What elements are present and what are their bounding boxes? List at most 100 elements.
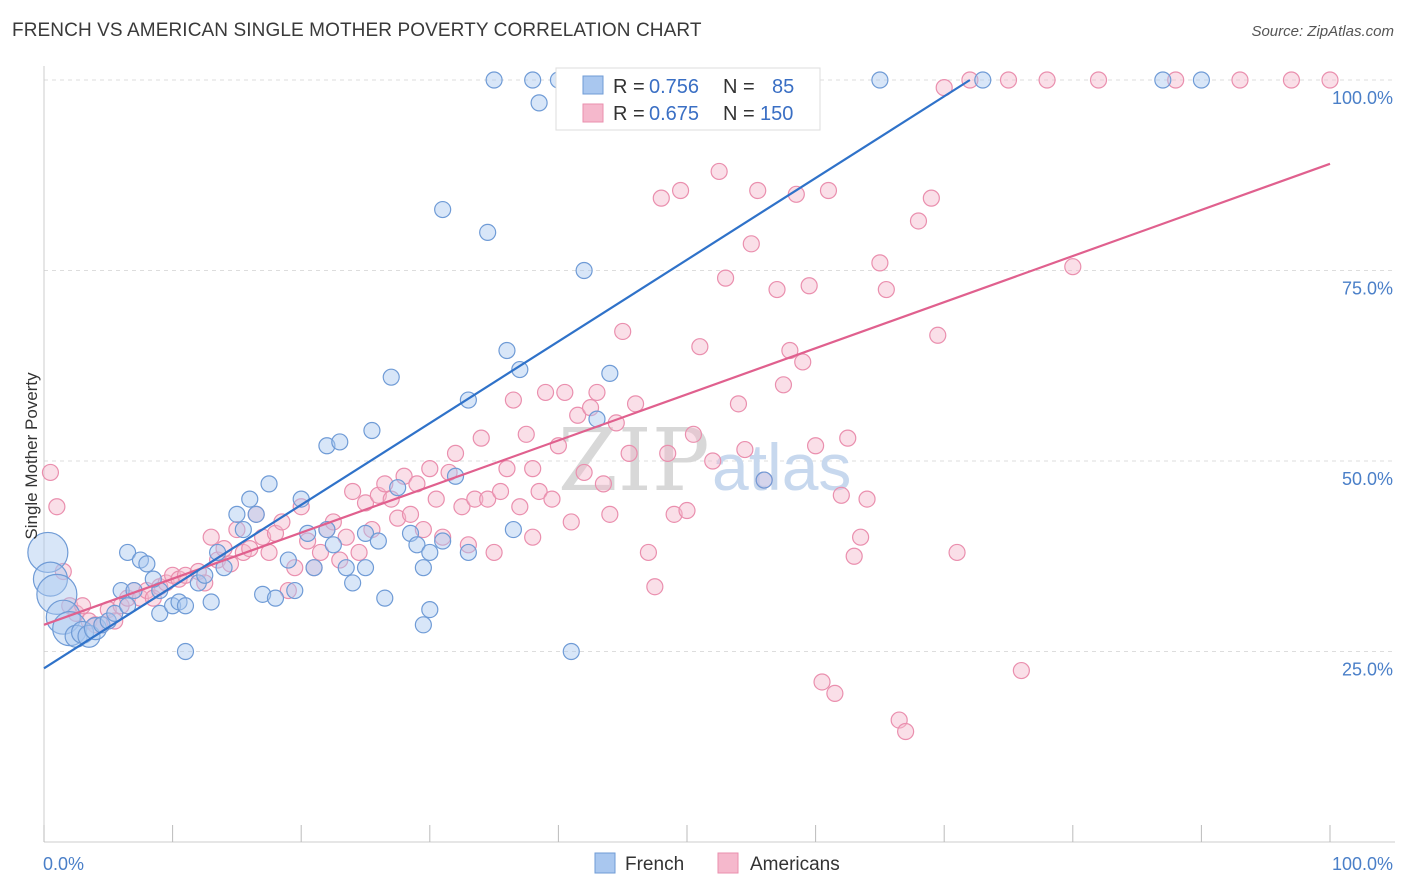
french-point: [151, 604, 169, 623]
americans-point: [845, 547, 863, 565]
legend-french-n-label: N =: [723, 76, 755, 98]
americans-point: [517, 425, 535, 443]
french-point: [234, 520, 252, 539]
french-point: [498, 341, 516, 360]
french-point: [530, 94, 548, 112]
french-point: [376, 589, 394, 607]
y-tick-label: 75.0%: [1342, 279, 1393, 299]
americans-point: [1089, 71, 1108, 89]
americans-point: [659, 444, 677, 462]
americans-point: [639, 543, 658, 562]
french-point: [356, 524, 375, 542]
french-point: [279, 551, 297, 569]
americans-point: [588, 383, 606, 402]
americans-point: [671, 181, 690, 200]
americans-point: [1167, 71, 1185, 89]
americans-point: [774, 376, 793, 394]
legend-americans-r-label: R =: [613, 103, 645, 125]
americans-point: [337, 528, 355, 546]
americans-point: [691, 338, 709, 356]
french-point: [286, 581, 304, 600]
french-point: [408, 536, 426, 554]
americans-point: [684, 425, 703, 443]
americans-point: [742, 235, 760, 253]
americans-point: [389, 509, 407, 527]
french-point: [138, 555, 156, 573]
americans-point: [536, 383, 555, 402]
americans-point: [594, 475, 613, 493]
french-point: [871, 71, 889, 89]
americans-point: [48, 498, 66, 516]
french-point: [504, 520, 522, 539]
americans-point: [311, 543, 330, 562]
french-point: [305, 559, 323, 577]
y-axis-title: Single Mother Poverty: [22, 372, 41, 540]
americans-point: [472, 429, 490, 447]
french-point: [241, 490, 259, 508]
americans-point: [800, 277, 818, 295]
french-trendline: [43, 79, 971, 670]
legend-swatch-french: [582, 75, 604, 95]
americans-point: [176, 566, 195, 584]
americans-point: [768, 280, 786, 299]
americans-point: [736, 440, 754, 459]
americans-point: [704, 452, 722, 470]
watermark-atlas: atlas: [712, 430, 851, 504]
americans-point: [491, 482, 510, 501]
americans-point: [826, 684, 844, 703]
legend-americans-n-label: N =: [723, 103, 755, 125]
americans-point: [401, 505, 420, 523]
french-point: [389, 479, 407, 497]
americans-point: [562, 513, 580, 531]
americans-point: [41, 463, 60, 482]
y-tick-label: 25.0%: [1342, 660, 1393, 680]
bottom-legend-swatch-french: [594, 852, 616, 874]
legend-french-r-label: R =: [613, 76, 645, 98]
x-tick-label: 0.0%: [43, 854, 84, 874]
americans-point: [819, 181, 838, 200]
americans-point: [909, 212, 928, 230]
french-point: [575, 261, 593, 280]
french-point: [382, 368, 400, 386]
americans-point: [434, 528, 452, 546]
french-point: [344, 574, 362, 592]
americans-point: [999, 71, 1018, 89]
french-point: [36, 573, 78, 615]
french-point: [118, 597, 137, 615]
series-americans-points: [41, 71, 1339, 741]
bottom-legend-americans: Americans: [750, 854, 840, 875]
americans-point: [716, 269, 735, 287]
french-point: [562, 642, 580, 661]
americans-point: [504, 391, 522, 409]
legend-swatch-americans: [582, 103, 604, 123]
french-point: [32, 561, 69, 597]
french-point: [414, 616, 432, 634]
americans-point: [922, 189, 940, 207]
french-point: [106, 604, 124, 623]
americans-point: [794, 353, 812, 371]
americans-point: [1038, 71, 1056, 89]
top-legend: R = 0.756 N = 85 R = 0.675 N = 150: [555, 67, 821, 131]
bottom-legend-swatch-americans: [717, 852, 739, 874]
americans-point: [414, 520, 432, 539]
americans-point: [569, 406, 587, 424]
americans-point: [710, 162, 728, 181]
americans-point: [479, 490, 497, 508]
americans-point: [1064, 258, 1082, 276]
french-point: [1154, 71, 1172, 89]
americans-point: [279, 581, 297, 600]
bottom-legend-french: French: [625, 854, 684, 875]
americans-point: [202, 528, 220, 546]
french-point: [421, 600, 439, 619]
americans-point: [871, 254, 889, 272]
french-point: [337, 559, 355, 577]
french-point: [356, 559, 375, 577]
americans-point: [1012, 661, 1030, 680]
americans-point: [948, 543, 966, 562]
americans-point: [421, 460, 439, 478]
french-point: [479, 223, 497, 241]
americans-point: [626, 395, 645, 413]
americans-point: [749, 181, 767, 200]
series-french-points: [27, 71, 1211, 661]
